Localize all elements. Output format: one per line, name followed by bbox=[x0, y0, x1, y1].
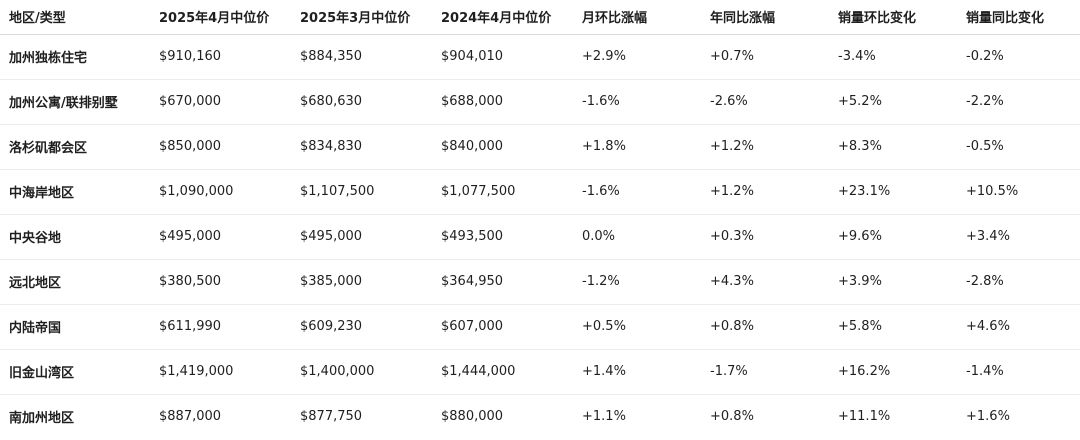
cell-median-2025-mar: $1,400,000 bbox=[291, 349, 432, 395]
cell-mom-sales-change: +23.1% bbox=[829, 169, 957, 215]
table-row: 加州公寓/联排别墅 $670,000 $680,630 $688,000 -1.… bbox=[0, 79, 1080, 125]
cell-region: 中海岸地区 bbox=[0, 169, 150, 215]
header-median-2025-apr: 2025年4月中位价 bbox=[150, 0, 291, 35]
cell-median-2025-apr: $887,000 bbox=[159, 409, 222, 425]
cell-median-2025-apr: $1,419,000 bbox=[150, 349, 291, 395]
cell-median-2024-apr: $1,077,500 bbox=[432, 169, 573, 215]
cell-mom-price-change: +1.8% bbox=[573, 124, 701, 170]
cell-mom-price-change: +2.9% bbox=[573, 34, 701, 80]
header-yoy-sales-change: 销量同比变化 bbox=[957, 0, 1080, 35]
cell-yoy-sales-change: +10.5% bbox=[957, 169, 1080, 215]
cell-yoy-price-change: +0.3% bbox=[701, 214, 829, 260]
cell-region: 南加州地区 bbox=[9, 411, 75, 427]
cell-median-2025-apr: $495,000 bbox=[150, 214, 291, 260]
cell-mom-sales-change: +11.1% bbox=[838, 409, 891, 425]
cell-median-2024-apr: $607,000 bbox=[432, 304, 573, 350]
table-row: 远北地区 $380,500 $385,000 $364,950 -1.2% +4… bbox=[0, 259, 1080, 305]
cell-region: 中央谷地 bbox=[0, 214, 150, 260]
cell-mom-sales-change: +3.9% bbox=[829, 259, 957, 305]
cell-median-2025-mar: $495,000 bbox=[291, 214, 432, 260]
cell-median-2025-mar: $1,107,500 bbox=[291, 169, 432, 215]
cell-median-2024-apr: $904,010 bbox=[432, 34, 573, 80]
table-row: 内陆帝国 $611,990 $609,230 $607,000 +0.5% +0… bbox=[0, 304, 1080, 350]
cell-yoy-sales-change: -1.4% bbox=[957, 349, 1080, 395]
cell-yoy-sales-change: +1.6% bbox=[966, 409, 1010, 425]
cell-region: 旧金山湾区 bbox=[0, 349, 150, 395]
cell-region: 加州独栋住宅 bbox=[0, 34, 150, 80]
cell-median-2025-apr: $1,090,000 bbox=[150, 169, 291, 215]
header-region: 地区/类型 bbox=[0, 0, 150, 35]
table-header: 地区/类型 2025年4月中位价 2025年3月中位价 2024年4月中位价 月… bbox=[0, 0, 1080, 35]
cell-median-2025-apr: $380,500 bbox=[150, 259, 291, 305]
table-row: 洛杉矶都会区 $850,000 $834,830 $840,000 +1.8% … bbox=[0, 124, 1080, 170]
cell-yoy-price-change: +1.2% bbox=[701, 169, 829, 215]
cell-median-2024-apr: $688,000 bbox=[432, 79, 573, 125]
cell-median-2025-mar: $385,000 bbox=[291, 259, 432, 305]
cell-median-2025-apr: $910,160 bbox=[150, 34, 291, 80]
cell-median-2025-mar: $609,230 bbox=[291, 304, 432, 350]
cell-mom-price-change: 0.0% bbox=[573, 214, 701, 260]
cell-yoy-price-change: +4.3% bbox=[701, 259, 829, 305]
cell-yoy-sales-change: -2.2% bbox=[957, 79, 1080, 125]
cell-yoy-price-change: +0.8% bbox=[701, 304, 829, 350]
cell-mom-price-change: -1.2% bbox=[573, 259, 701, 305]
header-median-2025-mar: 2025年3月中位价 bbox=[291, 0, 432, 35]
cell-mom-sales-change: -3.4% bbox=[829, 34, 957, 80]
table-row: 南加州地区 $887,000 $877,750 $880,000 +1.1% +… bbox=[0, 394, 1080, 439]
cell-median-2024-apr: $880,000 bbox=[441, 409, 504, 425]
header-row: 地区/类型 2025年4月中位价 2025年3月中位价 2024年4月中位价 月… bbox=[0, 0, 1080, 35]
table-body: 加州独栋住宅 $910,160 $884,350 $904,010 +2.9% … bbox=[0, 34, 1080, 439]
cell-yoy-sales-change: +4.6% bbox=[957, 304, 1080, 350]
cell-mom-sales-change: +16.2% bbox=[829, 349, 957, 395]
table-row: 加州独栋住宅 $910,160 $884,350 $904,010 +2.9% … bbox=[0, 34, 1080, 80]
header-yoy-price-change: 年同比涨幅 bbox=[701, 0, 829, 35]
cell-yoy-price-change: -1.7% bbox=[701, 349, 829, 395]
cell-region: 远北地区 bbox=[0, 259, 150, 305]
cell-mom-price-change: +1.4% bbox=[573, 349, 701, 395]
header-mom-price-change: 月环比涨幅 bbox=[573, 0, 701, 35]
cell-median-2025-apr: $611,990 bbox=[150, 304, 291, 350]
cell-mom-price-change: +0.5% bbox=[573, 304, 701, 350]
cell-yoy-price-change: +1.2% bbox=[701, 124, 829, 170]
cell-median-2025-apr: $850,000 bbox=[150, 124, 291, 170]
cell-mom-sales-change: +8.3% bbox=[829, 124, 957, 170]
cell-yoy-sales-change: -0.2% bbox=[957, 34, 1080, 80]
cell-yoy-sales-change: -0.5% bbox=[957, 124, 1080, 170]
cell-region: 洛杉矶都会区 bbox=[0, 124, 150, 170]
cell-mom-sales-change: +9.6% bbox=[829, 214, 957, 260]
cell-median-2025-mar: $884,350 bbox=[291, 34, 432, 80]
cell-mom-price-change: +1.1% bbox=[582, 409, 626, 425]
cell-median-2025-apr: $670,000 bbox=[150, 79, 291, 125]
cell-yoy-price-change: -2.6% bbox=[701, 79, 829, 125]
cell-median-2025-mar: $834,830 bbox=[291, 124, 432, 170]
cell-median-2024-apr: $1,444,000 bbox=[432, 349, 573, 395]
cell-median-2025-mar: $680,630 bbox=[291, 79, 432, 125]
cell-median-2025-mar: $877,750 bbox=[300, 409, 363, 425]
header-median-2024-apr: 2024年4月中位价 bbox=[432, 0, 573, 35]
cell-region: 内陆帝国 bbox=[0, 304, 150, 350]
cell-region: 加州公寓/联排别墅 bbox=[0, 79, 150, 125]
cell-mom-price-change: -1.6% bbox=[573, 79, 701, 125]
cell-median-2024-apr: $493,500 bbox=[432, 214, 573, 260]
cell-median-2024-apr: $364,950 bbox=[432, 259, 573, 305]
cell-mom-price-change: -1.6% bbox=[573, 169, 701, 215]
cell-mom-sales-change: +5.2% bbox=[829, 79, 957, 125]
cell-median-2024-apr: $840,000 bbox=[432, 124, 573, 170]
table-row: 中央谷地 $495,000 $495,000 $493,500 0.0% +0.… bbox=[0, 214, 1080, 260]
cell-yoy-price-change: +0.7% bbox=[701, 34, 829, 80]
header-mom-sales-change: 销量环比变化 bbox=[829, 0, 957, 35]
cell-yoy-sales-change: +3.4% bbox=[957, 214, 1080, 260]
table-row: 旧金山湾区 $1,419,000 $1,400,000 $1,444,000 +… bbox=[0, 349, 1080, 395]
cell-mom-sales-change: +5.8% bbox=[829, 304, 957, 350]
table-row: 中海岸地区 $1,090,000 $1,107,500 $1,077,500 -… bbox=[0, 169, 1080, 215]
cell-yoy-sales-change: -2.8% bbox=[957, 259, 1080, 305]
cell-yoy-price-change: +0.8% bbox=[710, 409, 754, 425]
